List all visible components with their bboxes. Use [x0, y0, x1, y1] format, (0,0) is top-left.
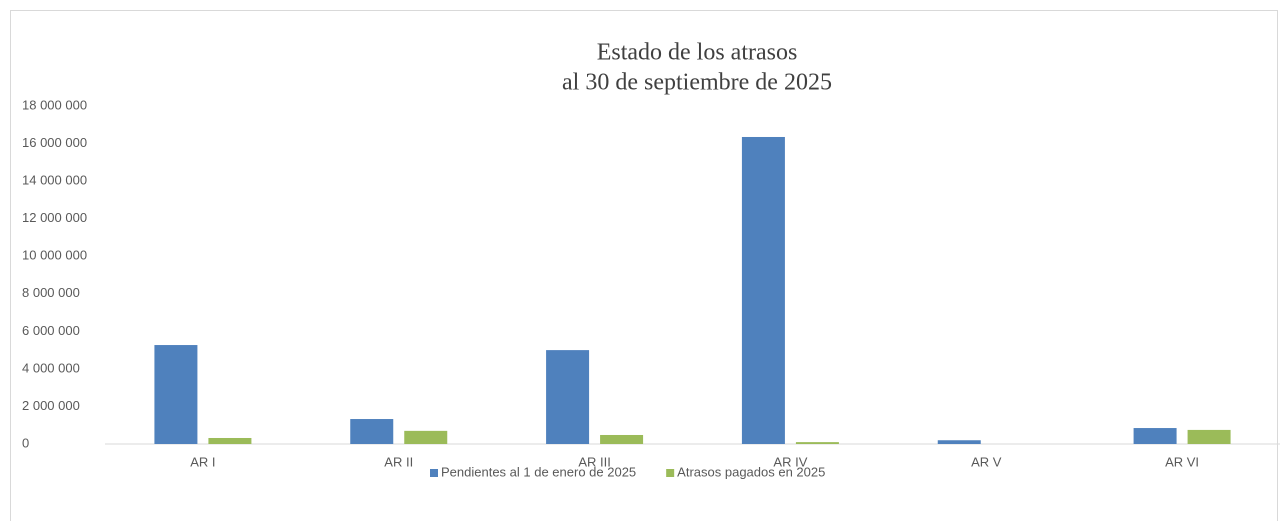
y-tick-label: 6 000 000 — [22, 323, 80, 338]
x-tick-label: AR IV — [773, 454, 807, 469]
x-tick-label: AR V — [971, 454, 1002, 469]
x-tick-label: AR III — [578, 454, 611, 469]
chart-title: al 30 de septiembre de 2025 — [562, 70, 832, 96]
legend-swatch — [666, 469, 675, 477]
x-tick-label: AR II — [384, 454, 413, 469]
y-tick-label: 16 000 000 — [22, 135, 87, 150]
y-tick-label: 2 000 000 — [22, 398, 80, 413]
y-tick-label: 12 000 000 — [22, 210, 87, 225]
bar — [546, 350, 590, 444]
bar — [937, 440, 981, 444]
y-tick-label: 0 — [22, 435, 29, 450]
bar — [1187, 429, 1231, 444]
x-tick-label: AR VI — [1165, 454, 1199, 469]
legend-swatch — [430, 469, 438, 477]
bar — [404, 430, 448, 444]
x-tick-label: AR I — [190, 454, 215, 469]
y-tick-label: 18 000 000 — [22, 97, 87, 112]
bar — [154, 345, 198, 444]
y-tick-label: 8 000 000 — [22, 285, 80, 300]
bar — [1133, 428, 1177, 444]
bar — [795, 442, 839, 444]
y-tick-label: 10 000 000 — [22, 248, 87, 263]
bar — [208, 437, 252, 444]
bar — [741, 136, 785, 444]
legend-label: Atrasos pagados en 2025 — [677, 464, 825, 479]
chart-frame — [10, 10, 1278, 521]
legend-label: Pendientes al 1 de enero de 2025 — [441, 464, 636, 479]
bar — [600, 434, 644, 444]
y-tick-label: 14 000 000 — [22, 173, 87, 188]
bar — [350, 419, 394, 444]
chart-title: Estado de los atrasos — [597, 40, 798, 66]
y-tick-label: 4 000 000 — [22, 360, 80, 375]
